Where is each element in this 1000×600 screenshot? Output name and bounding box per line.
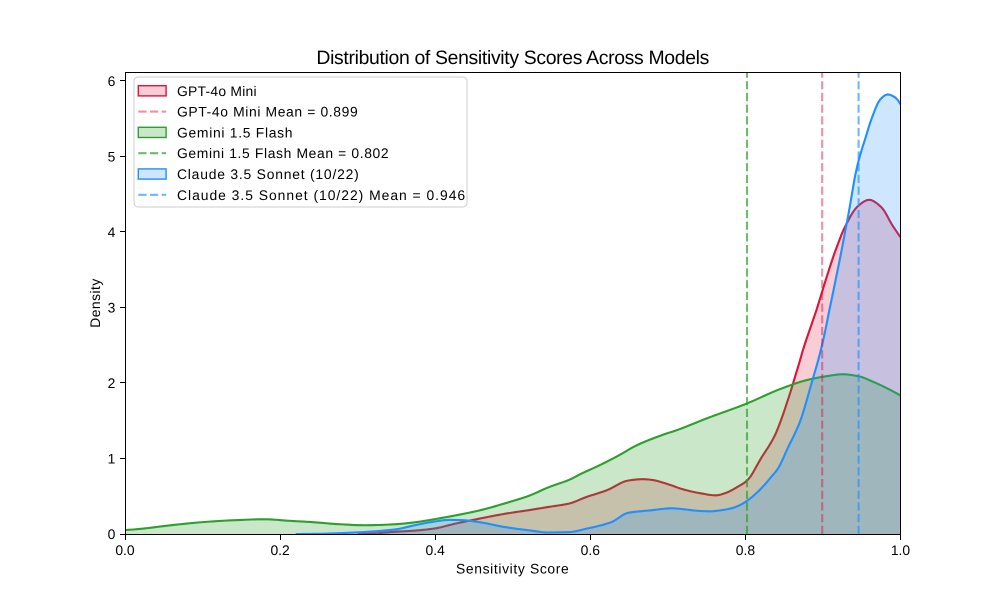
svg-text:1.0: 1.0 bbox=[891, 542, 911, 558]
svg-text:Density: Density bbox=[87, 278, 103, 327]
svg-text:Gemini 1.5 Flash Mean = 0.802: Gemini 1.5 Flash Mean = 0.802 bbox=[177, 145, 389, 161]
svg-text:5: 5 bbox=[108, 148, 116, 164]
svg-text:GPT-4o Mini: GPT-4o Mini bbox=[177, 83, 257, 99]
svg-text:Gemini 1.5 Flash: Gemini 1.5 Flash bbox=[177, 124, 293, 140]
svg-text:0.0: 0.0 bbox=[115, 542, 135, 558]
svg-text:GPT-4o Mini Mean = 0.899: GPT-4o Mini Mean = 0.899 bbox=[177, 104, 358, 120]
svg-text:Distribution of Sensitivity Sc: Distribution of Sensitivity Scores Acros… bbox=[316, 47, 709, 69]
svg-text:0.6: 0.6 bbox=[581, 542, 601, 558]
svg-text:1: 1 bbox=[108, 451, 116, 467]
svg-text:3: 3 bbox=[108, 299, 116, 315]
svg-text:Claude 3.5 Sonnet (10/22) Mean: Claude 3.5 Sonnet (10/22) Mean = 0.946 bbox=[177, 187, 466, 203]
svg-text:Claude 3.5 Sonnet (10/22): Claude 3.5 Sonnet (10/22) bbox=[177, 166, 360, 182]
svg-text:Sensitivity Score: Sensitivity Score bbox=[456, 561, 569, 577]
svg-text:0.4: 0.4 bbox=[426, 542, 446, 558]
svg-text:6: 6 bbox=[108, 73, 116, 89]
svg-text:0.2: 0.2 bbox=[270, 542, 290, 558]
svg-text:2: 2 bbox=[108, 375, 116, 391]
svg-text:0: 0 bbox=[108, 526, 116, 542]
svg-text:4: 4 bbox=[108, 224, 116, 240]
svg-text:0.8: 0.8 bbox=[736, 542, 756, 558]
